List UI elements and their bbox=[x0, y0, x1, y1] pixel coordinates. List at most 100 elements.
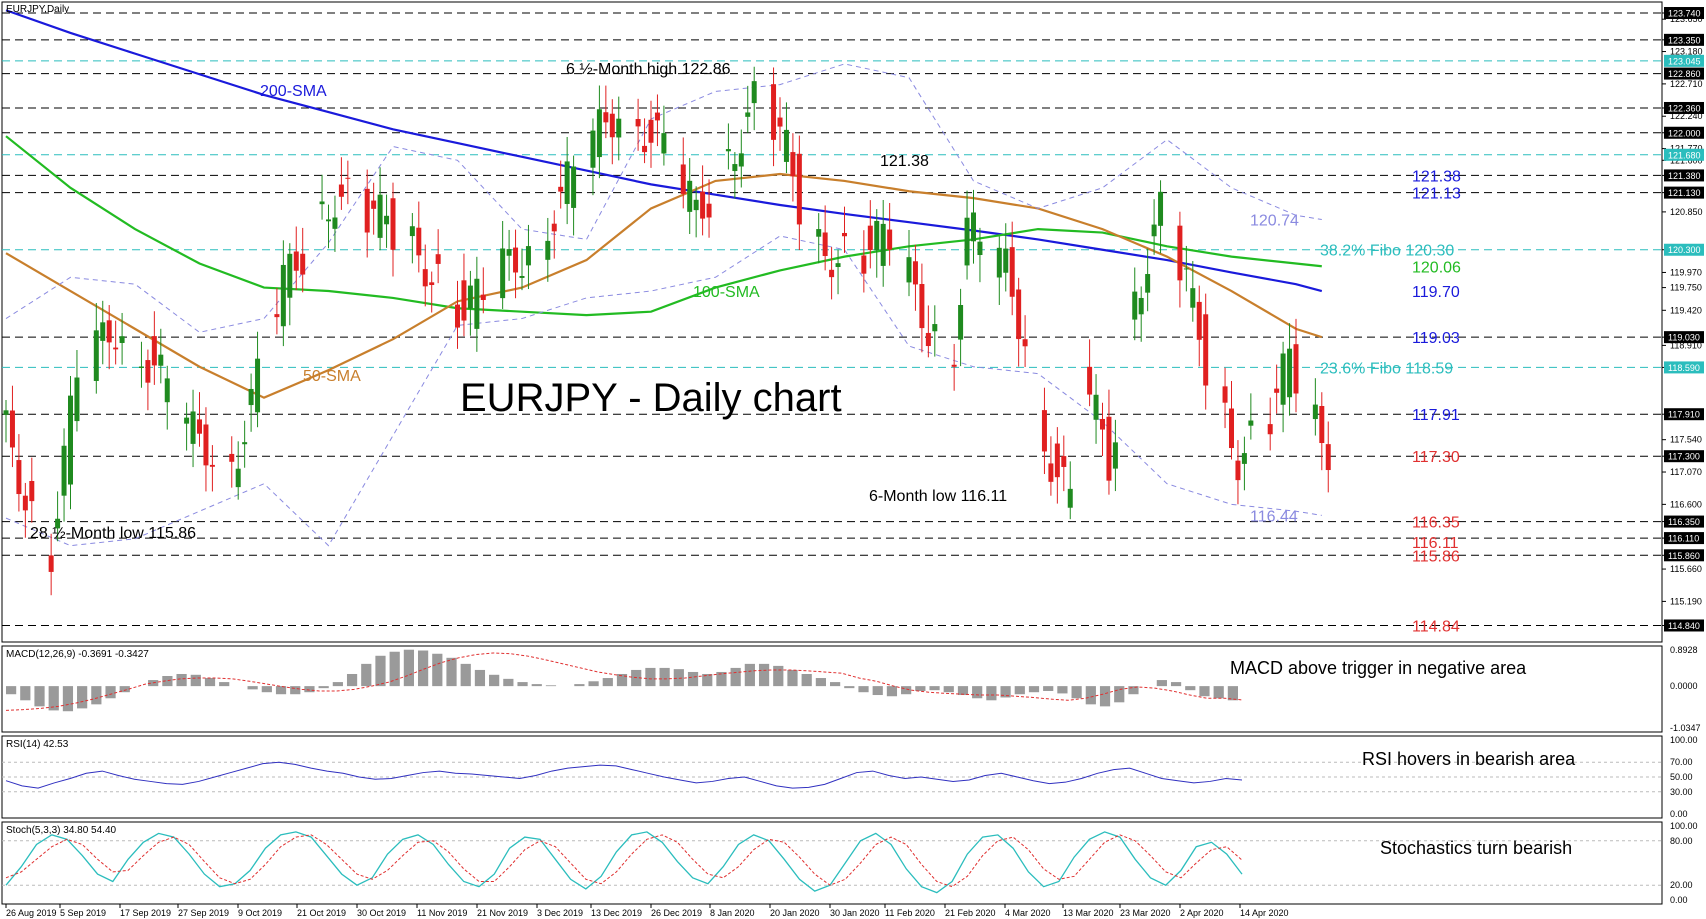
price-tick-label: 121.770 bbox=[1670, 144, 1703, 154]
candle-body bbox=[654, 112, 660, 121]
candle-body bbox=[184, 417, 190, 424]
candle-body bbox=[661, 133, 667, 154]
rsi-line bbox=[5, 761, 1243, 789]
macd-bar bbox=[943, 686, 954, 693]
macd-bar bbox=[119, 686, 130, 693]
price-level-box-label: 116.110 bbox=[1668, 534, 1699, 544]
candle-body bbox=[551, 223, 557, 232]
candle-body bbox=[790, 152, 796, 177]
candle-body bbox=[500, 248, 506, 299]
price-level-box bbox=[1664, 33, 1704, 46]
level-label: 116.44 bbox=[1250, 508, 1298, 525]
candle-body bbox=[816, 229, 822, 237]
candle-body bbox=[48, 555, 54, 572]
macd-bar bbox=[190, 674, 201, 687]
candle-body bbox=[571, 166, 577, 208]
rsi-tick-label: 0.00 bbox=[1670, 809, 1688, 819]
macd-bar bbox=[247, 686, 258, 690]
date-label: 4 Mar 2020 bbox=[1005, 908, 1051, 918]
price-tick-label: 122.710 bbox=[1670, 79, 1703, 89]
candle-body bbox=[293, 251, 299, 271]
candle-body bbox=[106, 320, 112, 343]
stoch-tick-label: 20.00 bbox=[1670, 880, 1693, 890]
level-label: 114.84 bbox=[1412, 618, 1460, 635]
level-label: 117.30 bbox=[1412, 449, 1460, 466]
candles bbox=[3, 66, 1331, 596]
date-label: 26 Aug 2019 bbox=[6, 908, 57, 918]
candle-body bbox=[590, 130, 596, 168]
candle-body bbox=[390, 198, 396, 250]
macd-tick-label: 0.8928 bbox=[1670, 645, 1698, 655]
macd-tick-label: -1.0347 bbox=[1670, 723, 1701, 733]
macd-bar bbox=[304, 686, 315, 693]
candle-body bbox=[467, 285, 473, 309]
price-level-box-label: 117.300 bbox=[1668, 452, 1700, 462]
date-label: 5 Sep 2019 bbox=[60, 908, 106, 918]
macd-bar bbox=[517, 682, 528, 687]
candle-body bbox=[1280, 353, 1286, 405]
date-label: 21 Oct 2019 bbox=[297, 908, 346, 918]
price-lines bbox=[2, 9, 1662, 626]
candle-body bbox=[287, 253, 293, 298]
price-level-box bbox=[1664, 126, 1704, 139]
price-level-box bbox=[1664, 169, 1704, 182]
price-tick-label: 120.850 bbox=[1670, 207, 1703, 217]
candle-body bbox=[1087, 366, 1093, 395]
candle-body bbox=[751, 81, 757, 104]
candle-body bbox=[887, 229, 893, 250]
stoch-tick-label: 80.00 bbox=[1670, 836, 1693, 846]
candle-body bbox=[164, 378, 170, 403]
candle-body bbox=[693, 199, 699, 211]
candle-body bbox=[842, 232, 847, 237]
candle-body bbox=[1229, 408, 1234, 449]
candle-body bbox=[22, 495, 28, 511]
macd-bar bbox=[91, 686, 102, 705]
series-line bbox=[5, 135, 1322, 317]
macd-bar bbox=[574, 684, 585, 687]
macd-bar bbox=[474, 669, 486, 687]
price-level-box bbox=[1664, 67, 1704, 80]
macd-bar bbox=[673, 669, 684, 687]
price-tick-label: 122.240 bbox=[1670, 111, 1703, 121]
macd-bar bbox=[1071, 686, 1082, 699]
macd-bar bbox=[844, 686, 855, 689]
level-label: 38.2% Fibo 120.30 bbox=[1320, 243, 1454, 260]
candle-body bbox=[145, 360, 151, 383]
macd-bar bbox=[1185, 686, 1196, 691]
candle-body bbox=[1009, 247, 1015, 297]
macd-bar bbox=[957, 686, 969, 696]
stoch-annotation: Stochastics turn bearish bbox=[1380, 838, 1572, 858]
macd-bar bbox=[929, 686, 940, 691]
level-label: 120.06 bbox=[1412, 259, 1461, 276]
date-label: 26 Dec 2019 bbox=[651, 908, 702, 918]
candle-body bbox=[880, 223, 886, 266]
level-label: 23.6% Fibo 118.59 bbox=[1320, 360, 1453, 377]
candle-body bbox=[61, 445, 67, 496]
candle-body bbox=[558, 186, 564, 192]
macd-bar bbox=[1085, 686, 1096, 705]
candle-body bbox=[700, 191, 706, 219]
macd-bar bbox=[1014, 686, 1025, 695]
price-tick-label: 117.540 bbox=[1670, 435, 1702, 445]
price-level-box bbox=[1664, 619, 1704, 632]
symbol-label: EURJPY,Daily bbox=[6, 4, 69, 15]
candle-body bbox=[1241, 453, 1247, 464]
candle-body bbox=[996, 247, 1002, 278]
macd-bar bbox=[361, 663, 372, 687]
price-tick-label: 115.190 bbox=[1670, 596, 1702, 606]
chart-annotation: 28 ½-Month low 115.86 bbox=[30, 525, 196, 542]
candle-body bbox=[1203, 314, 1209, 386]
price-level-box bbox=[1664, 549, 1704, 562]
macd-bar bbox=[1213, 686, 1224, 699]
macd-bar bbox=[1043, 686, 1054, 691]
candle-body bbox=[416, 227, 422, 256]
candle-body bbox=[255, 358, 261, 413]
macd-bar bbox=[1028, 686, 1040, 693]
candle-body bbox=[371, 200, 377, 209]
price-level-box bbox=[1664, 7, 1704, 20]
candle-body bbox=[1151, 224, 1157, 237]
candle-body bbox=[564, 161, 570, 204]
macd-bar bbox=[659, 667, 670, 687]
macd-bar bbox=[787, 669, 798, 687]
